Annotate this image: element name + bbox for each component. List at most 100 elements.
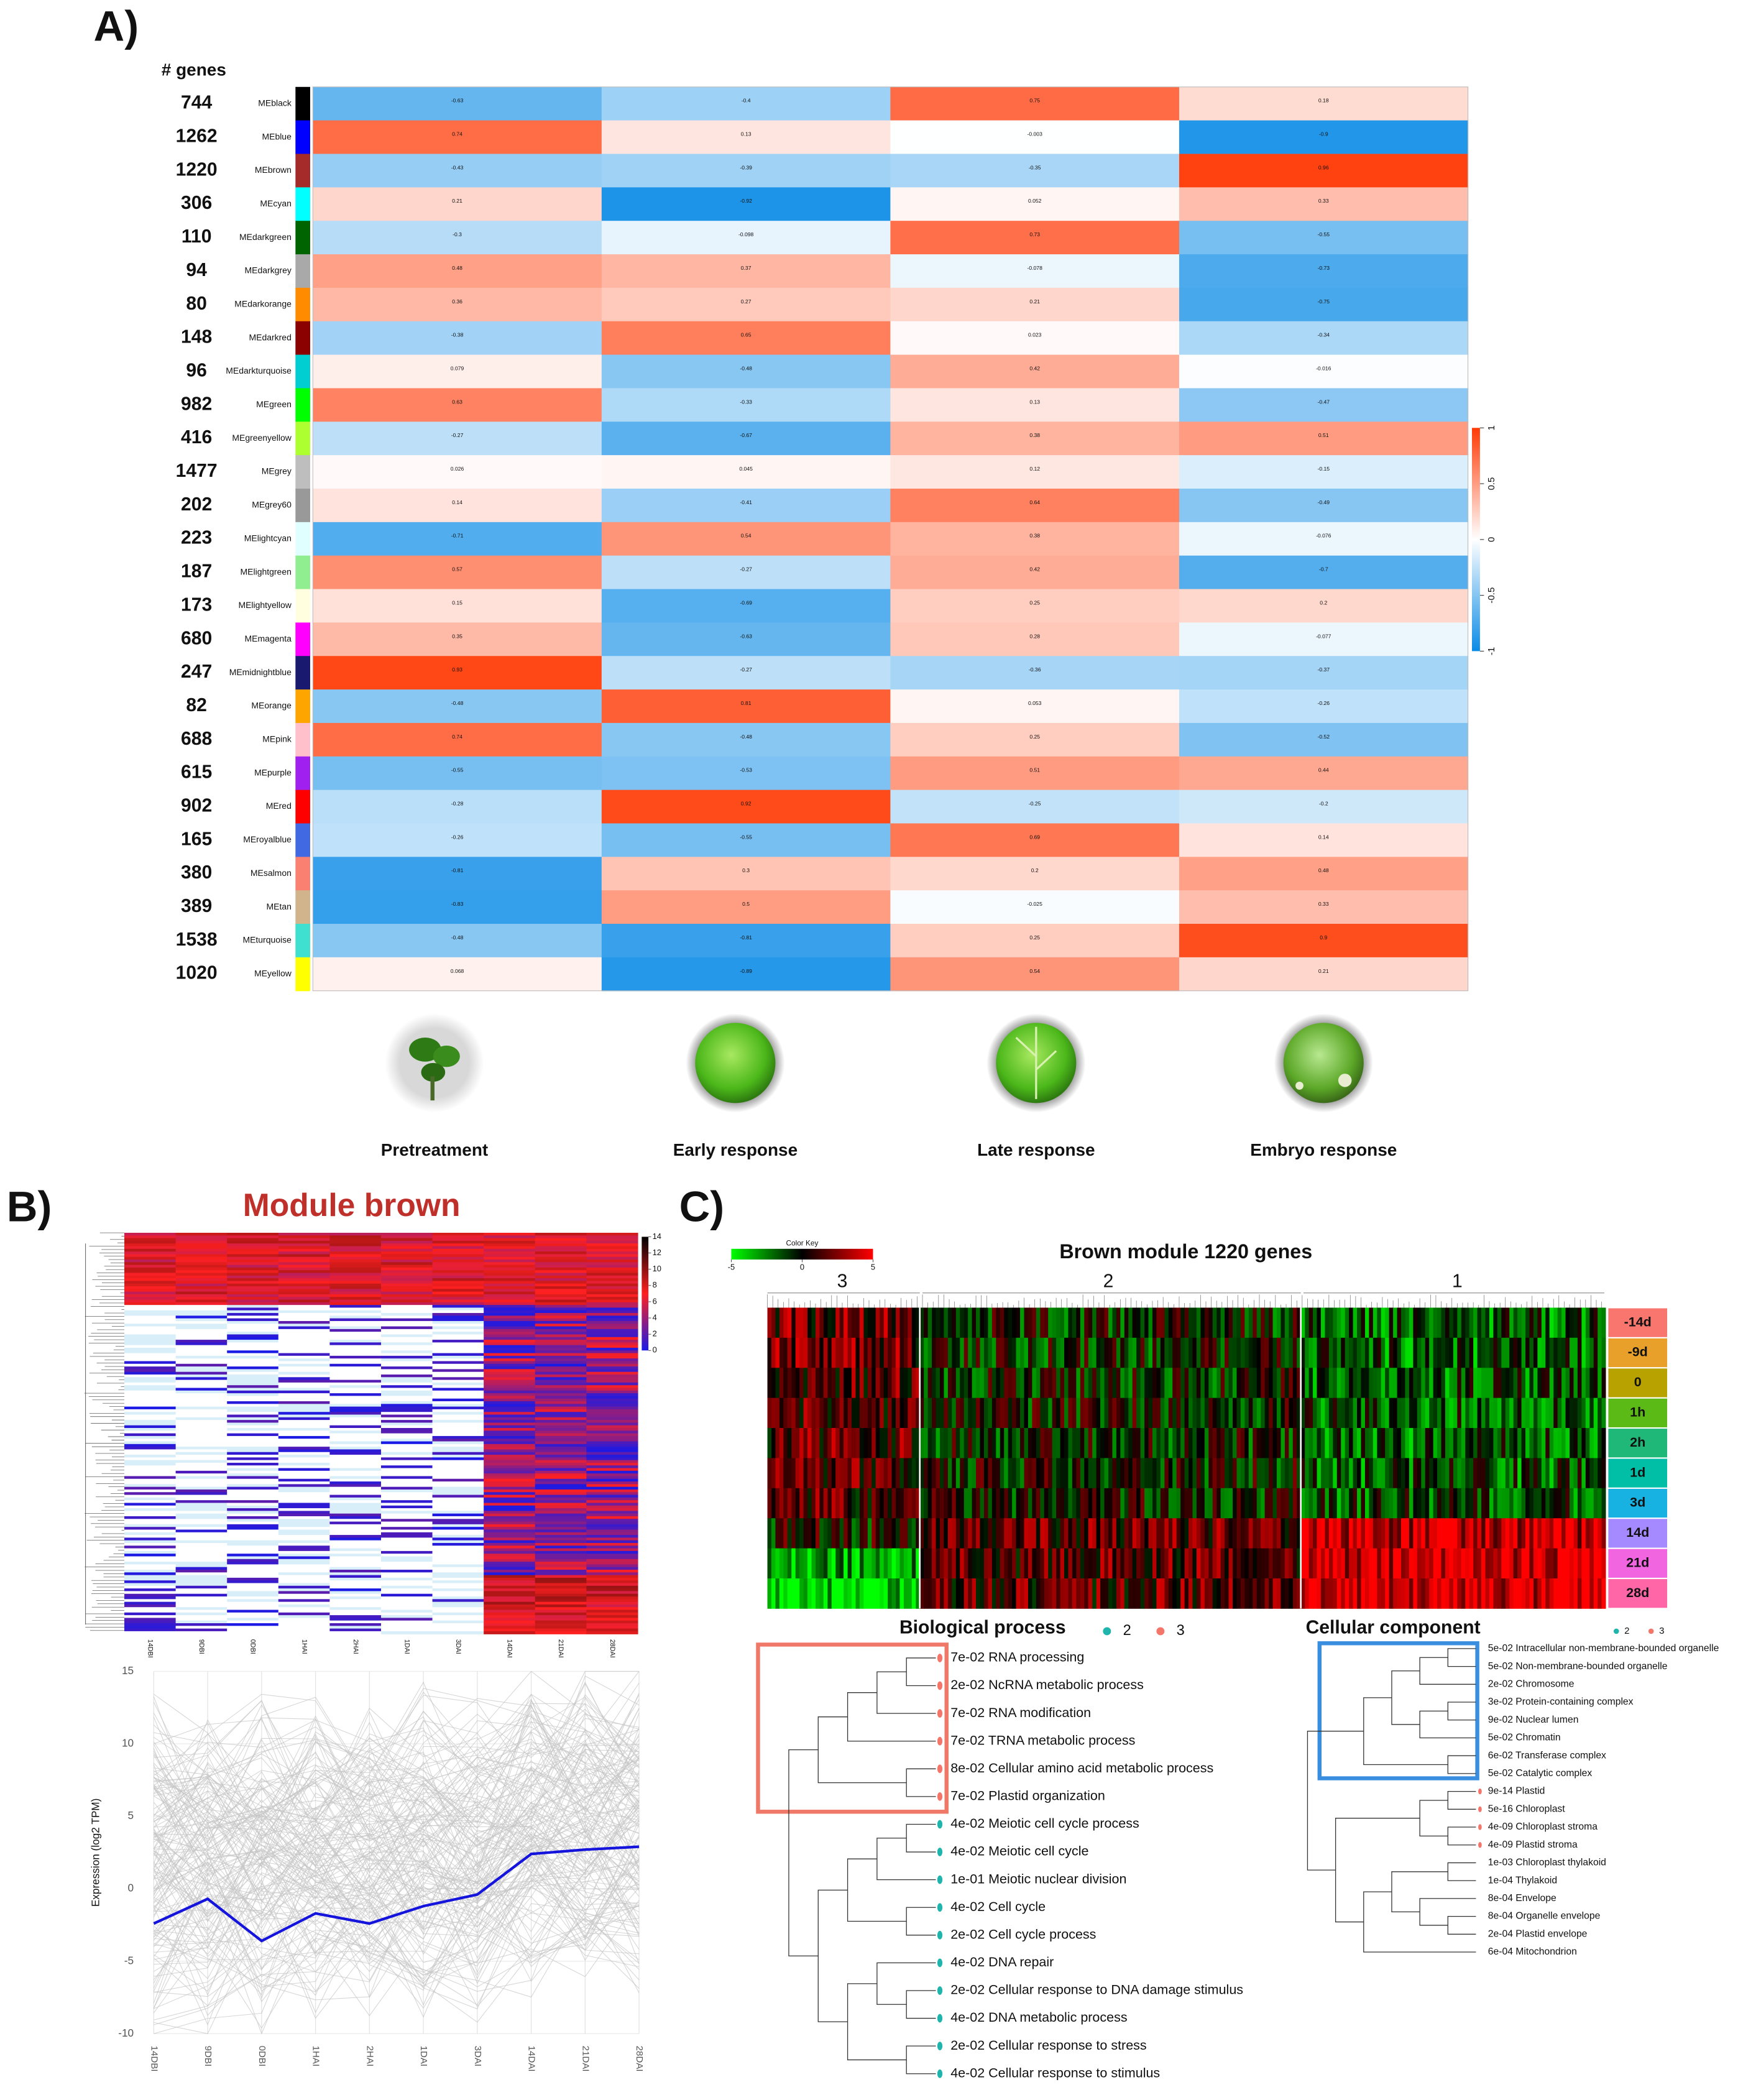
texture-cell — [908, 1337, 913, 1368]
texture-cell — [919, 1578, 924, 1609]
gene-count: 173 — [181, 594, 212, 615]
cell-label: -0.48 — [451, 700, 464, 706]
cell-label: 0.21 — [452, 198, 462, 204]
texture-cell — [1028, 1368, 1032, 1399]
texture-cell — [795, 1488, 800, 1519]
texture-cell — [278, 1476, 331, 1480]
column-dendrogram — [767, 1292, 1604, 1308]
row-label: -14d — [1624, 1314, 1652, 1329]
texture-cell — [852, 1488, 856, 1519]
texture-cell — [871, 1307, 876, 1338]
texture-cell — [1381, 1458, 1386, 1489]
texture-cell — [1176, 1518, 1181, 1549]
texture-cell — [1148, 1548, 1153, 1579]
texture-cell — [278, 1628, 331, 1632]
texture-cell — [227, 1286, 279, 1289]
texture-cell — [1152, 1398, 1157, 1429]
go-term: 7e-02 RNA processing — [950, 1650, 1084, 1665]
texture-cell — [1381, 1368, 1386, 1399]
texture-cell — [1160, 1518, 1165, 1549]
texture-cell — [278, 1615, 331, 1619]
texture-cell — [535, 1505, 587, 1509]
texture-cell — [1108, 1488, 1113, 1519]
texture-cell — [432, 1468, 484, 1471]
texture-cell — [799, 1518, 804, 1549]
texture-cell — [1429, 1307, 1434, 1338]
texture-cell — [329, 1275, 382, 1279]
texture-cell — [1120, 1458, 1125, 1489]
heatmap-x-label: 1HAI — [300, 1639, 308, 1654]
cell-label: 0.81 — [741, 700, 752, 706]
texture-cell — [1557, 1368, 1562, 1399]
texture-cell — [1100, 1368, 1105, 1399]
texture-cell — [1148, 1458, 1153, 1489]
texture-cell — [380, 1371, 433, 1375]
texture-cell — [899, 1398, 904, 1429]
texture-cell — [535, 1521, 587, 1525]
texture-cell — [1489, 1428, 1494, 1458]
texture-cell — [484, 1254, 536, 1258]
texture-cell — [1204, 1398, 1209, 1429]
texture-cell — [1088, 1398, 1093, 1429]
texture-cell — [432, 1601, 484, 1605]
dendrogram-branch — [906, 1768, 936, 1797]
texture-cell — [278, 1264, 331, 1268]
colorbar-tick-label: -1 — [1486, 647, 1497, 655]
texture-cell — [1598, 1368, 1602, 1399]
texture-cell — [484, 1342, 536, 1346]
texture-cell — [175, 1447, 228, 1450]
texture-cell — [1601, 1578, 1606, 1609]
texture-cell — [1016, 1458, 1021, 1489]
texture-cell — [1549, 1458, 1554, 1489]
texture-cell — [1208, 1518, 1213, 1549]
texture-cell — [175, 1583, 228, 1587]
texture-cell — [227, 1347, 279, 1351]
texture-cell — [124, 1326, 177, 1330]
texture-cell — [827, 1518, 832, 1549]
texture-cell — [227, 1465, 279, 1469]
texture-cell — [124, 1417, 177, 1421]
texture-cell — [1261, 1578, 1266, 1609]
go-term: 1e-03 Chloroplast thylakoid — [1488, 1858, 1606, 1868]
texture-cell — [1256, 1548, 1261, 1579]
texture-cell — [1100, 1458, 1105, 1489]
texture-cell — [767, 1307, 772, 1338]
texture-cell — [1349, 1458, 1354, 1489]
texture-cell — [1601, 1428, 1606, 1458]
texture-cell — [124, 1254, 177, 1258]
texture-cell — [484, 1508, 536, 1512]
texture-cell — [175, 1264, 228, 1268]
heatmap-cell — [313, 254, 602, 288]
texture-cell — [175, 1235, 228, 1239]
texture-cell — [1353, 1337, 1358, 1368]
texture-cell — [1120, 1578, 1125, 1609]
texture-cell — [124, 1353, 177, 1356]
texture-cell — [944, 1337, 949, 1368]
texture-cell — [1292, 1428, 1297, 1458]
texture-cell — [484, 1267, 536, 1271]
texture-cell — [767, 1578, 772, 1609]
colorbar-tick-label: 8 — [653, 1280, 657, 1289]
texture-cell — [227, 1320, 279, 1324]
texture-cell — [586, 1593, 638, 1597]
texture-cell — [175, 1238, 228, 1241]
texture-cell — [124, 1612, 177, 1616]
texture-cell — [1196, 1518, 1201, 1549]
gene-trace — [154, 1900, 640, 2029]
texture-cell — [227, 1607, 279, 1611]
texture-cell — [1208, 1578, 1213, 1609]
texture-cell — [779, 1458, 784, 1489]
texture-cell — [1417, 1548, 1422, 1579]
texture-cell — [1144, 1578, 1149, 1609]
texture-cell — [1369, 1518, 1374, 1549]
texture-cell — [124, 1505, 177, 1509]
texture-cell — [175, 1612, 228, 1616]
texture-cell — [586, 1299, 638, 1303]
texture-cell — [811, 1518, 816, 1549]
texture-cell — [278, 1246, 331, 1250]
texture-cell — [432, 1478, 484, 1482]
gene-trace — [153, 1784, 640, 1958]
texture-cell — [924, 1428, 929, 1458]
texture-cell — [1537, 1488, 1542, 1519]
texture-cell — [175, 1267, 228, 1271]
